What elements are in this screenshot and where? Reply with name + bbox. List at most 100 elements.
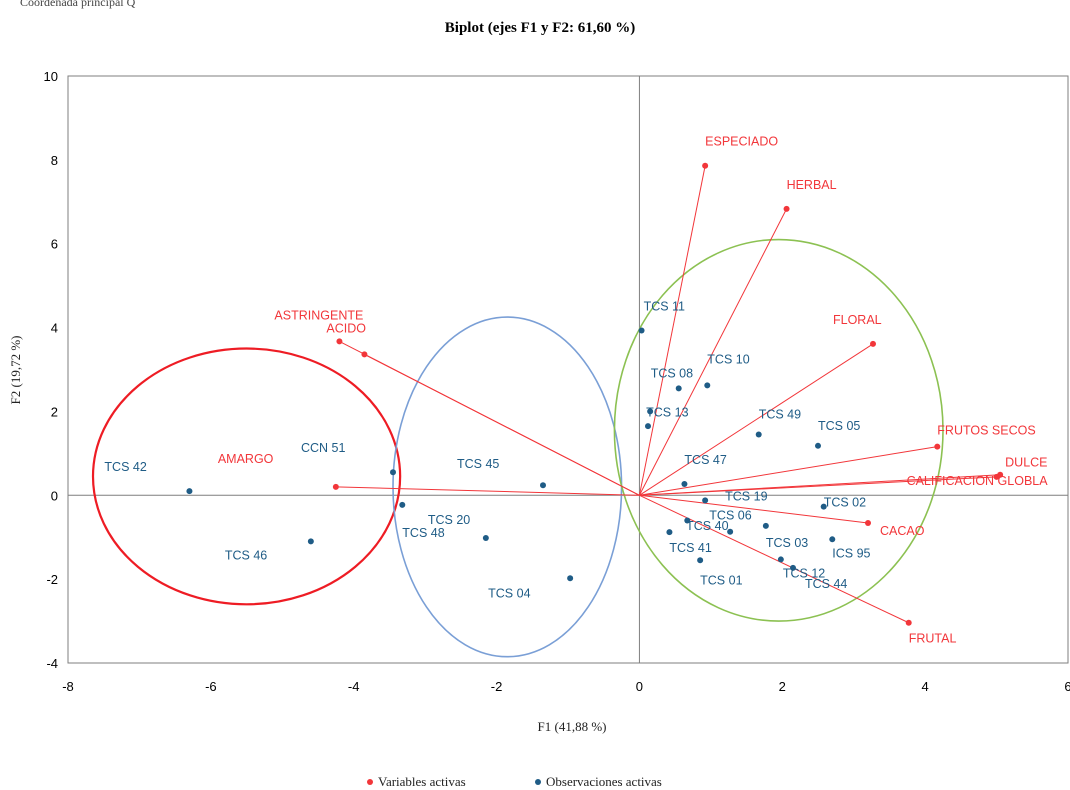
observation-point [645,423,651,430]
observation-point [638,327,645,334]
variable-label: HERBAL [787,178,837,192]
y-tick-label: 10 [44,69,58,84]
vector-line [639,476,997,496]
ellipse-blue [392,316,623,658]
variable-label: FLORAL [833,313,882,327]
vector-line [639,494,909,624]
observation-point [666,529,673,536]
observation-point [307,538,314,545]
chart-title: Biplot (ejes F1 y F2: 61,60 %) [445,20,635,36]
vector-line [335,486,640,496]
vector-line [639,494,869,524]
observation-label: TCS 41 [669,541,711,555]
observation-label: TCS 04 [488,586,530,600]
x-axis-title: F1 (41,88 %) [538,719,607,734]
y-tick-label: 0 [51,488,58,503]
legend-observations: Observaciones activas [546,774,662,789]
variable-point [934,443,941,450]
observation-point [482,535,489,542]
y-axis-title: F2 (19,72 %) [8,336,23,405]
variable-point [361,351,368,358]
x-tick-label: -4 [348,679,360,694]
x-tick-label: -8 [62,679,74,694]
plot-border [67,75,1069,664]
cropped-top-text: Coordenada principal Q [20,0,136,9]
observation-point [702,497,709,504]
x-tick-label: 0 [636,679,643,694]
observation-label: TCS 46 [225,548,267,562]
observation-label: TCS 44 [805,577,847,591]
observation-label: TCS 48 [402,526,444,540]
y-tick-label: -4 [46,656,58,671]
legend-variables: Variables activas [378,774,466,789]
observation-point [820,503,827,510]
observation-point [540,482,546,489]
y-tick-label: 4 [51,321,58,336]
observation-label: TCS 01 [700,573,742,587]
observation-label: TCS 40 [686,519,728,533]
y-tick-label: 6 [51,237,58,252]
variable-label: DULCE [1005,456,1047,470]
observation-label: TCS 42 [104,460,146,474]
variable-label: ACIDO [326,321,366,335]
vector-line [638,165,706,496]
x-tick-label: -6 [205,679,217,694]
y-tick-label: 2 [51,404,58,419]
legend-marker-variables [367,779,373,785]
observation-point [697,557,704,564]
observation-point [727,528,734,535]
axis-ticks: -8 -6 -4 -2 0 2 4 6 -4 -2 0 2 4 6 8 10 [44,69,1070,694]
variable-label: ASTRINGENTE [274,308,363,322]
observation-point [647,408,654,415]
y-tick-label: 8 [51,153,58,168]
observation-label: TCS 10 [707,352,749,366]
observation-point [675,385,682,392]
variable-point [993,473,1000,480]
group-ellipses [91,238,944,658]
plot-area [67,75,1069,664]
variable-point [336,338,343,345]
observation-point [755,431,762,438]
y-tick-label: -2 [46,572,58,587]
variable-label: CALIFICACION GLOBLA [907,474,1049,488]
variable-point [865,519,871,526]
variable-label: FRUTOS SECOS [937,424,1035,438]
legend-marker-observations [535,779,541,785]
observation-point [815,442,821,449]
observation-label: ICS 95 [832,546,870,560]
observation-point [399,501,406,508]
observation-point [684,517,691,524]
observation-point [390,469,396,476]
observation-label: TCS 06 [709,508,751,522]
variable-point [702,162,709,169]
ellipse-green [613,238,944,622]
x-tick-label: 2 [779,679,786,694]
variable-point [870,340,876,347]
observation-point [777,556,784,563]
variable-label: CACAO [880,524,925,538]
variable-point [332,483,339,490]
variable-point [905,619,912,626]
observation-point [704,382,711,389]
observation-label: TCS 49 [759,407,801,421]
observation-point [790,564,796,571]
variable-vectors: ESPECIADO HERBAL FLORAL FRUTOS SECOS DULCE CA… [218,135,1048,646]
ellipse-red [91,347,402,606]
observation-label: TCS 05 [818,419,860,433]
x-tick-label: 4 [922,679,929,694]
observation-label: CCN 51 [301,441,346,455]
x-tick-label: -2 [491,679,503,694]
observation-label: TCS 45 [457,457,499,471]
observation-point [681,480,688,487]
observation-label: TCS 11 [644,300,685,314]
variable-label: AMARGO [218,452,274,466]
observation-label: TCS 13 [646,405,688,419]
observation-label: TCS 08 [651,366,693,380]
observation-label: TCS 20 [428,513,470,527]
vector-line [639,446,938,496]
variable-label: ESPECIADO [705,135,778,149]
observation-label: TCS 02 [824,496,866,510]
observation-label: TCS 03 [766,536,808,550]
observation-label: TCS 47 [684,453,726,467]
